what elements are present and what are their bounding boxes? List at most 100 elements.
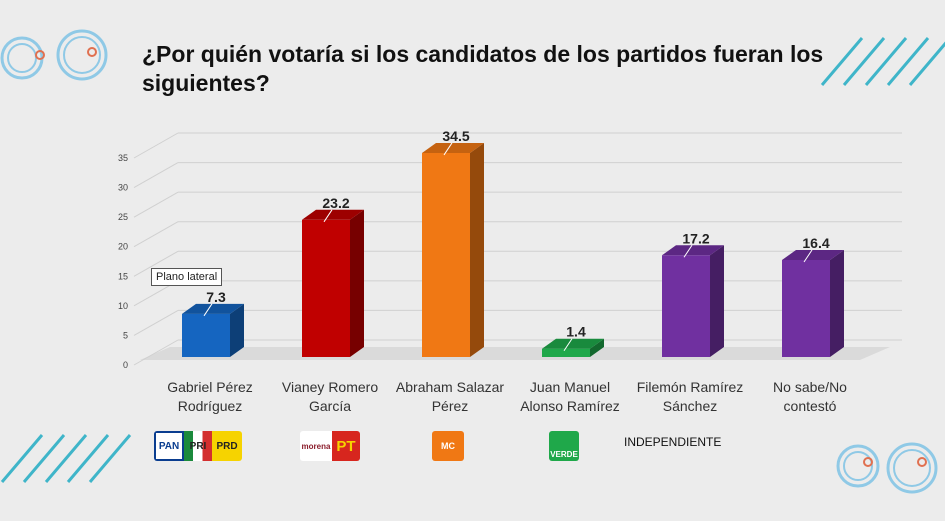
tooltip-plano-lateral: Plano lateral <box>151 268 223 286</box>
x-tick-line: Rodríguez <box>178 398 243 414</box>
bar <box>422 152 470 357</box>
label-leader <box>203 303 213 317</box>
logo-pan-pri-prd: PAN PRI PRD <box>154 431 242 461</box>
deco-stripe <box>0 434 44 483</box>
bar <box>662 255 710 357</box>
bar-group: 1.4 <box>542 324 604 357</box>
pan-logo: PAN <box>154 431 184 461</box>
label-leader <box>683 244 693 258</box>
bar <box>782 260 830 357</box>
x-tick-line: Pérez <box>432 398 469 414</box>
bar-side <box>830 250 844 357</box>
bar-top <box>422 142 484 153</box>
bar-group: 7.3 <box>182 289 244 357</box>
gridline-depth <box>133 221 179 248</box>
logo-morena-pt: morena PT <box>300 431 360 461</box>
bar-top <box>182 303 244 314</box>
deco-stripe <box>842 37 886 86</box>
deco-circle <box>63 36 101 74</box>
verde-logo: VERDE <box>549 431 579 461</box>
mc-logo: MC <box>432 431 464 461</box>
prd-logo: PRD <box>212 431 242 461</box>
deco-dot <box>35 50 45 60</box>
bar <box>302 219 350 357</box>
x-tick-line: Vianey Romero <box>282 379 378 395</box>
pri-logo: PRI <box>184 431 212 461</box>
bar-group: 17.2 <box>662 230 724 357</box>
bar-side <box>710 245 724 357</box>
y-tick-label: 10 <box>118 301 128 311</box>
gridline-depth <box>133 191 179 218</box>
deco-circle <box>893 449 931 487</box>
bar-top <box>662 245 724 256</box>
deco-circle <box>836 444 880 488</box>
gridline-depth <box>133 250 179 277</box>
x-tick-line: Filemón Ramírez <box>637 379 744 395</box>
deco-stripe <box>864 37 908 86</box>
label-leader <box>563 338 573 351</box>
deco-stripe <box>22 434 66 483</box>
y-tick-label: 5 <box>123 330 128 340</box>
bar-top <box>542 338 604 349</box>
logo-verde: VERDE <box>549 431 579 461</box>
y-tick-label: 35 <box>118 153 128 163</box>
deco-dot <box>863 457 873 467</box>
bar <box>182 313 230 357</box>
deco-stripe <box>88 434 132 483</box>
pt-logo: PT <box>332 431 360 461</box>
data-label: 7.3 <box>206 289 226 305</box>
deco-dot <box>917 457 927 467</box>
gridline-depth <box>133 339 179 366</box>
chart-floor <box>140 347 890 360</box>
bar <box>542 348 590 357</box>
bar-top <box>782 250 844 261</box>
label-leader <box>803 249 813 263</box>
data-label: 16.4 <box>802 235 829 251</box>
x-tick-line: García <box>309 398 351 414</box>
x-tick-label: Vianey Romero García <box>282 379 378 414</box>
label-leader <box>323 209 333 223</box>
deco-circle <box>56 29 108 81</box>
deco-stripe <box>44 434 88 483</box>
data-label: 34.5 <box>442 128 469 144</box>
x-tick-label: No sabe/No contestó <box>773 379 847 414</box>
label-leader <box>443 142 453 156</box>
x-tick-label: Filemón Ramírez Sánchez <box>637 379 744 414</box>
y-tick-label: 0 <box>123 360 128 370</box>
y-tick-label: 15 <box>118 271 128 281</box>
bar-side <box>230 303 244 357</box>
morena-logo: morena <box>300 431 332 461</box>
independiente-label: INDEPENDIENTE <box>624 435 722 449</box>
data-label: 23.2 <box>322 195 349 211</box>
bar-side <box>350 209 364 357</box>
chart-title: ¿Por quién votaría si los candidatos de … <box>142 41 824 96</box>
bar-side <box>470 142 484 357</box>
x-tick-label: Juan Manuel Alonso Ramírez <box>520 379 620 414</box>
y-tick-label: 20 <box>118 242 128 252</box>
gridline-depth <box>133 132 179 159</box>
deco-stripe <box>886 37 930 86</box>
deco-dot <box>87 47 97 57</box>
y-tick-label: 25 <box>118 212 128 222</box>
bar-group: 23.2 <box>302 195 364 357</box>
deco-stripe <box>820 37 864 86</box>
x-tick-line: Alonso Ramírez <box>520 398 620 414</box>
y-tick-label: 30 <box>118 183 128 193</box>
x-tick-line: Juan Manuel <box>530 379 610 395</box>
bar-group: 16.4 <box>782 235 844 357</box>
x-tick-line: No sabe/No <box>773 379 847 395</box>
deco-circle <box>843 451 873 481</box>
deco-circle <box>886 442 938 494</box>
deco-stripe <box>66 434 110 483</box>
x-tick-line: contestó <box>784 398 837 414</box>
x-tick-line: Sánchez <box>663 398 717 414</box>
data-label: 17.2 <box>682 230 709 246</box>
bar-side <box>590 338 604 357</box>
x-tick-line: Abraham Salazar <box>396 379 505 395</box>
x-tick-label: Abraham Salazar Pérez <box>396 379 505 414</box>
deco-stripe <box>908 41 945 86</box>
data-label: 1.4 <box>566 324 586 340</box>
